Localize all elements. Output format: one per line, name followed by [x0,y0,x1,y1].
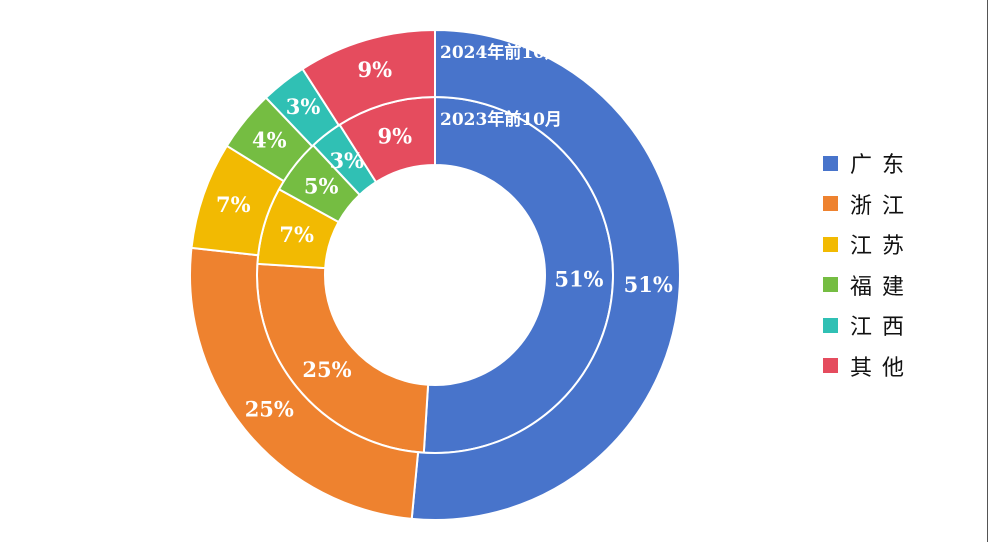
data-label-outer-0: 51% [624,272,673,297]
legend-item: 浙江 [823,184,914,225]
data-label-inner-4: 3% [329,148,364,173]
legend-label: 福建 [850,274,915,300]
legend-swatch [823,358,838,374]
data-label-outer-2: 7% [216,192,251,217]
legend-item: 其他 [823,346,914,387]
data-label-inner-0: 51% [554,267,603,292]
data-label-outer-3: 4% [252,127,287,152]
data-label-outer-4: 3% [286,94,321,119]
legend-label: 江西 [850,315,915,341]
data-label-outer-5: 9% [358,57,393,82]
legend-label: 其他 [850,355,915,381]
legend-swatch [823,155,838,171]
data-label-inner-3: 5% [304,174,339,199]
legend-label: 浙江 [850,193,915,219]
slice-outer-5 [301,28,436,127]
legend-item: 江苏 [823,224,914,265]
frame-border [987,0,988,542]
series-label-inner: 2023年前10月 [440,109,562,130]
legend-label: 广东 [850,153,915,179]
legend: 广东浙江江苏福建江西其他 [823,143,914,386]
data-label-outer-1: 25% [245,397,294,422]
data-label-inner-5: 9% [378,124,413,149]
slice-outer-0 [410,28,681,521]
series-label-outer: 2024年前10月 [440,42,562,63]
legend-item: 广东 [823,143,914,184]
legend-swatch [823,277,838,293]
legend-swatch [823,236,838,252]
legend-item: 江西 [823,305,914,346]
data-label-inner-2: 7% [279,222,314,247]
data-label-inner-1: 25% [302,357,351,382]
legend-label: 江苏 [850,234,915,260]
legend-swatch [823,317,838,333]
legend-swatch [823,196,838,212]
legend-item: 福建 [823,265,914,306]
